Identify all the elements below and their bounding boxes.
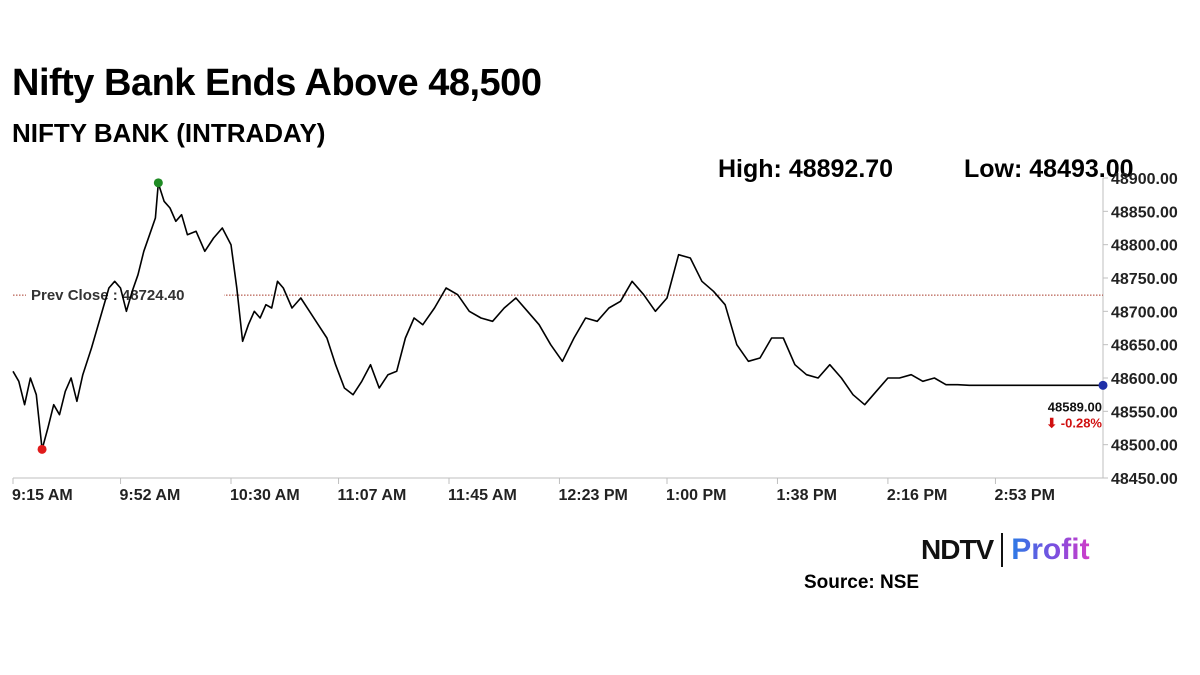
last-price-label: 48589.00 <box>1048 399 1102 414</box>
y-tick-label: 48600.00 <box>1111 371 1178 388</box>
y-tick-label: 48800.00 <box>1111 238 1178 255</box>
y-tick-label: 48850.00 <box>1111 204 1178 221</box>
y-axis-ticks: 48900.00 48850.00 48800.00 48750.00 48700.00… <box>1103 171 1178 488</box>
logo-divider <box>1001 533 1004 567</box>
y-tick-label: 48500.00 <box>1111 438 1178 455</box>
chart-subtitle: NIFTY BANK (INTRADAY) <box>12 118 326 148</box>
x-tick-label: 1:38 PM <box>776 487 836 504</box>
y-tick-label: 48700.00 <box>1111 304 1178 321</box>
x-tick-label: 2:16 PM <box>887 487 947 504</box>
x-tick-label: 11:45 AM <box>448 487 517 504</box>
low-marker <box>37 444 47 454</box>
change-percent-label: ⬇ -0.28% <box>1046 415 1102 430</box>
x-tick-label: 9:15 AM <box>12 487 73 504</box>
last-price-marker <box>1098 380 1108 390</box>
series-line <box>12 182 1103 451</box>
chart-axes <box>13 178 1104 479</box>
high-marker <box>153 178 163 188</box>
source-note: Source: NSE <box>804 572 920 593</box>
prev-close-label-bg <box>26 285 224 306</box>
y-tick-label: 48650.00 <box>1111 338 1178 355</box>
prev-close-label: Prev Close : 48724.40 <box>31 287 184 304</box>
x-axis-ticks: 9:15 AM 9:52 AM 10:30 AM 11:07 AM 11:45 AM 12… <box>12 478 1055 504</box>
x-tick-label: 10:30 AM <box>230 487 300 504</box>
x-tick-label: 9:52 AM <box>120 487 181 504</box>
x-tick-label: 1:00 PM <box>666 487 726 504</box>
ndtv-profit-logo: NDTV Profit <box>921 530 1090 570</box>
high-stat: High: 48892.70 <box>718 155 894 183</box>
x-tick-label: 2:53 PM <box>994 487 1054 504</box>
profit-wordmark: Profit <box>1011 533 1090 566</box>
x-tick-label: 11:07 AM <box>338 487 407 504</box>
y-tick-label: 48900.00 <box>1111 171 1178 188</box>
y-tick-label: 48450.00 <box>1111 471 1178 488</box>
x-tick-label: 12:23 PM <box>558 487 627 504</box>
ndtv-wordmark: NDTV <box>921 534 994 565</box>
y-tick-label: 48550.00 <box>1111 404 1178 421</box>
headline: Nifty Bank Ends Above 48,500 <box>12 62 542 104</box>
y-tick-label: 48750.00 <box>1111 271 1178 288</box>
